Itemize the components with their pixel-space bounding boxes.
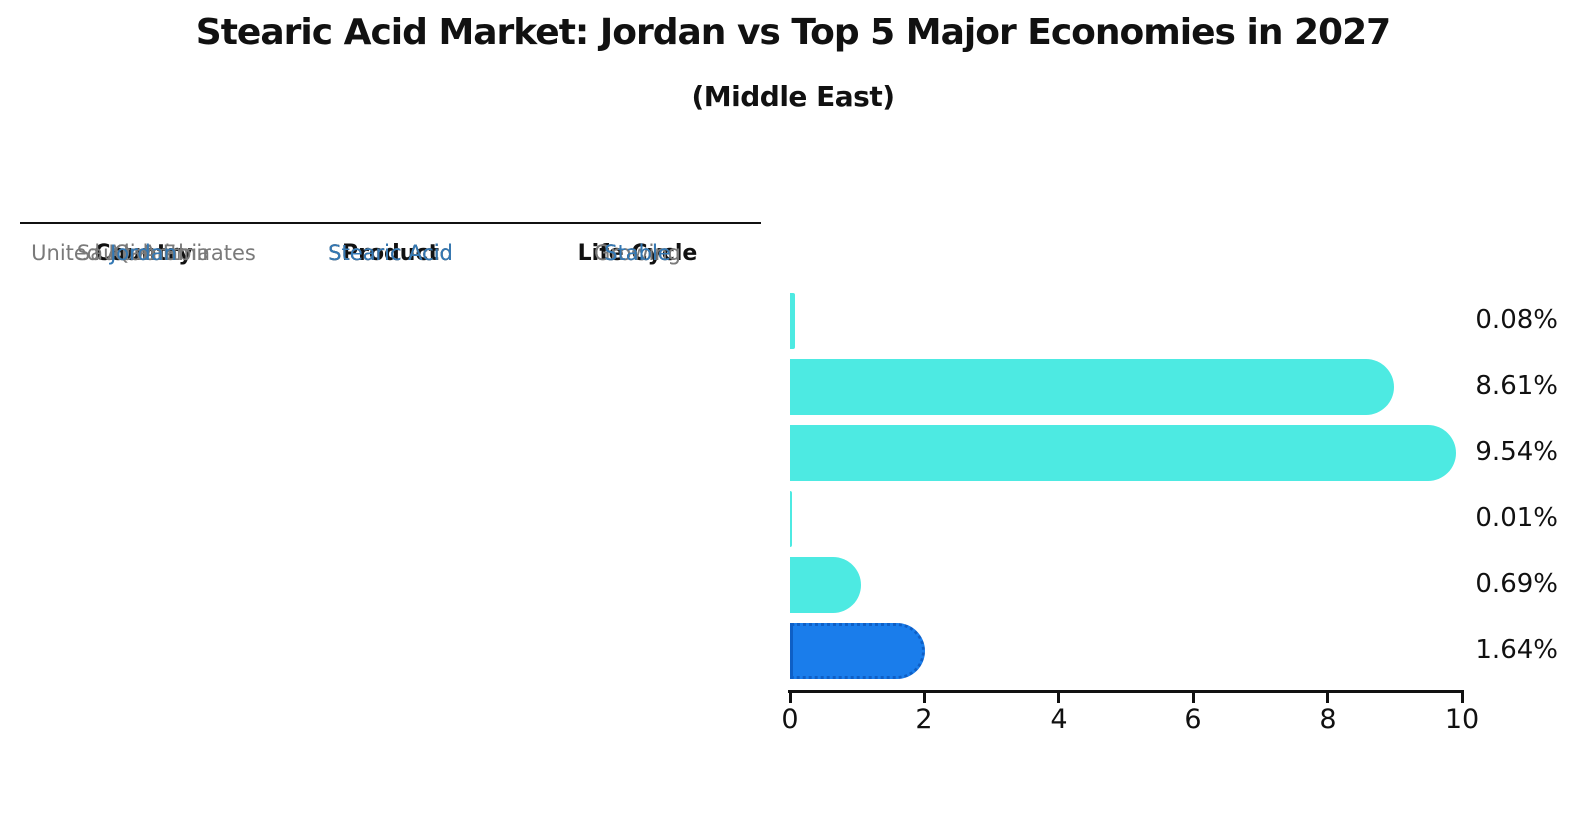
value-label-jordan: 1.64% xyxy=(1475,635,1558,665)
cell-product: Stearic Acid xyxy=(328,241,453,265)
table-rule xyxy=(20,222,761,224)
cell-country: Jordan xyxy=(110,241,177,265)
value-label-kuwait: 0.69% xyxy=(1475,569,1558,599)
cell-product: Stearic Acid xyxy=(328,241,453,265)
cell-product: Stearic Acid xyxy=(328,241,453,265)
x-axis-tick xyxy=(1326,693,1329,703)
cell-country: United Arab Emirates xyxy=(31,241,256,265)
cell-country: Kuwait xyxy=(108,241,179,265)
value-label-qatar: 0.01% xyxy=(1475,503,1558,533)
cell-life-cycle: Stable xyxy=(604,241,671,265)
cell-country: Iran xyxy=(122,241,164,265)
table-row-qatar: Qatar Stearic Acid Stable xyxy=(20,222,761,284)
table-header-row: Country Product Life Cycle xyxy=(20,222,761,284)
cell-life-cycle: Growing xyxy=(594,241,681,265)
table-row-saudi-arabia: Saudi Arabia Stearic Acid Stable xyxy=(20,222,761,284)
cell-life-cycle: Stable xyxy=(604,241,671,265)
bar-kuwait xyxy=(790,557,861,613)
cell-product: Stearic Acid xyxy=(328,241,453,265)
x-axis-tick-label: 10 xyxy=(1444,704,1480,735)
x-axis-tick-label: 4 xyxy=(1050,704,1068,735)
chart-subtitle: (Middle East) xyxy=(691,80,895,113)
chart-title: Stearic Acid Market: Jordan vs Top 5 Maj… xyxy=(195,12,1391,53)
value-label-iran: 9.54% xyxy=(1475,437,1558,467)
value-label-uae: 8.61% xyxy=(1475,371,1558,401)
cell-country: Qatar xyxy=(113,241,174,265)
column-header-country: Country xyxy=(94,240,193,266)
cell-life-cycle: Stable xyxy=(604,241,671,265)
value-label-saudi-arabia: 0.08% xyxy=(1475,305,1558,335)
x-axis-tick-label: 8 xyxy=(1319,704,1337,735)
x-axis-tick xyxy=(1192,693,1195,703)
cell-country: Saudi Arabia xyxy=(76,241,211,265)
table-row-kuwait: Kuwait Stearic Acid Stable xyxy=(20,222,761,284)
table-row-uae: United Arab Emirates Stearic Acid Growin… xyxy=(20,222,761,284)
table-row-jordan: Jordan Stearic Acid Stable xyxy=(20,222,761,284)
x-axis-tick xyxy=(789,693,792,703)
cell-life-cycle: Stable xyxy=(604,241,671,265)
bar-jordan xyxy=(790,623,925,679)
column-header-product: Product xyxy=(341,240,440,266)
cell-product: Stearic Acid xyxy=(328,241,453,265)
column-header-life-cycle: Life Cycle xyxy=(577,240,698,266)
x-axis-tick xyxy=(923,693,926,703)
cell-product: Stearic Acid xyxy=(328,241,453,265)
bar-uae xyxy=(790,359,1394,415)
x-axis-tick xyxy=(1461,693,1464,703)
bar-qatar xyxy=(790,491,792,547)
bar-saudi-arabia xyxy=(790,293,795,349)
table-row-iran: Iran Stearic Acid Growing xyxy=(20,222,761,284)
x-axis-tick-label: 2 xyxy=(915,704,933,735)
x-axis-tick-label: 0 xyxy=(781,704,799,735)
cell-life-cycle: Growing xyxy=(594,241,681,265)
bar-iran xyxy=(790,425,1456,481)
comparison-table: Country Product Life Cycle Saudi Arabia … xyxy=(20,222,761,686)
x-axis xyxy=(788,690,1464,693)
x-axis-tick xyxy=(1057,693,1060,703)
x-axis-tick-label: 6 xyxy=(1184,704,1202,735)
